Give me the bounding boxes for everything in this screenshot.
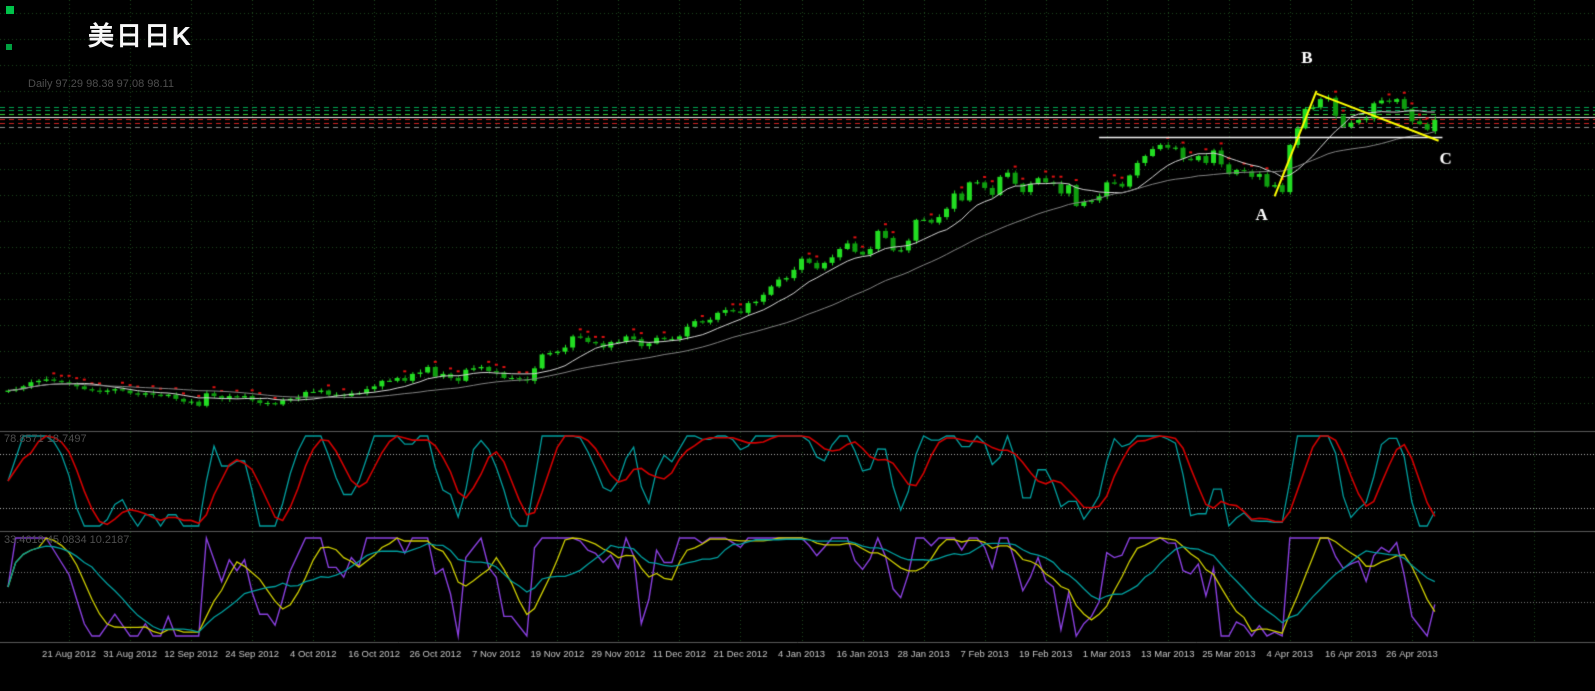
price-chart-canvas[interactable]: [0, 0, 1595, 691]
chart-window: 美日日K Daily 97.29 98.38 97.08 98.11 78.85…: [0, 0, 1595, 691]
